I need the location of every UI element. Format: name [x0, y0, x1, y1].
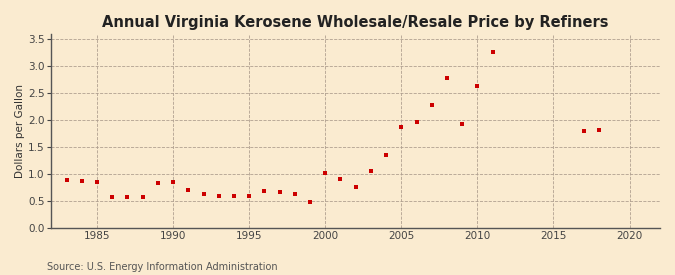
Point — [320, 171, 331, 175]
Title: Annual Virginia Kerosene Wholesale/Resale Price by Refiners: Annual Virginia Kerosene Wholesale/Resal… — [103, 15, 609, 30]
Point — [244, 193, 254, 198]
Point — [350, 185, 361, 189]
Point — [396, 125, 407, 129]
Point — [411, 120, 422, 124]
Point — [198, 192, 209, 196]
Point — [107, 195, 117, 199]
Point — [457, 122, 468, 126]
Point — [365, 169, 376, 173]
Point — [290, 192, 300, 196]
Point — [487, 50, 498, 54]
Point — [137, 195, 148, 199]
Point — [594, 128, 605, 132]
Y-axis label: Dollars per Gallon: Dollars per Gallon — [15, 84, 25, 178]
Point — [122, 194, 133, 199]
Point — [92, 180, 103, 184]
Point — [578, 129, 589, 134]
Point — [472, 84, 483, 89]
Point — [441, 76, 452, 80]
Point — [229, 193, 240, 198]
Point — [259, 189, 270, 194]
Point — [183, 188, 194, 192]
Point — [167, 180, 178, 184]
Point — [76, 178, 87, 183]
Point — [213, 193, 224, 198]
Text: Source: U.S. Energy Information Administration: Source: U.S. Energy Information Administ… — [47, 262, 278, 272]
Point — [153, 180, 163, 185]
Point — [381, 153, 392, 157]
Point — [335, 177, 346, 182]
Point — [304, 200, 315, 204]
Point — [427, 102, 437, 107]
Point — [274, 190, 285, 194]
Point — [61, 178, 72, 182]
